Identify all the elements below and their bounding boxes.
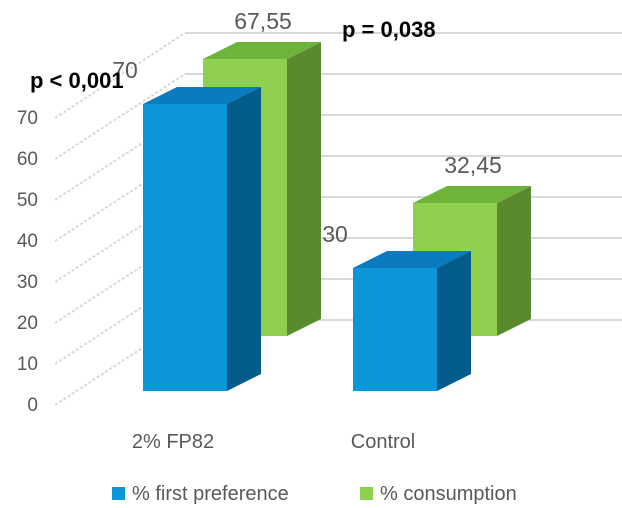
grid-diagonal	[54, 278, 186, 365]
legend-swatch	[112, 487, 125, 500]
grid-diagonal	[54, 237, 186, 324]
bar-side	[287, 42, 321, 337]
annotations: p < 0,001 p = 0,038	[30, 17, 436, 93]
bar-top	[203, 42, 321, 60]
y-axis-ticks: 0 10 20 30 40 50 60 70	[17, 108, 38, 416]
grid-diagonal	[54, 32, 186, 119]
data-label: 67,55	[234, 8, 292, 34]
data-labels: 67,55 32,45 70 30	[112, 8, 502, 247]
bar	[143, 87, 261, 391]
category-label: Control	[351, 431, 415, 453]
grid-lines	[54, 32, 622, 406]
bars	[143, 42, 531, 391]
bar-front	[143, 104, 227, 391]
y-tick-label: 70	[17, 108, 38, 129]
bar-side	[227, 87, 261, 391]
bar-side	[437, 251, 471, 391]
y-tick-label: 10	[17, 354, 38, 375]
bar-front	[353, 268, 437, 391]
y-tick-label: 20	[17, 313, 38, 334]
grid-diagonal	[54, 114, 186, 201]
legend-swatch	[360, 487, 373, 500]
p-value-annotation: p = 0,038	[342, 17, 436, 42]
bar-top	[143, 87, 261, 104]
legend-label: % consumption	[380, 483, 517, 505]
bar-side	[497, 185, 531, 336]
legend: % first preference % consumption	[112, 483, 517, 505]
bar-top	[413, 185, 531, 203]
y-tick-label: 30	[17, 272, 38, 293]
data-label: 32,45	[444, 152, 502, 178]
bar-top	[353, 251, 471, 268]
y-tick-label: 50	[17, 190, 38, 211]
category-label: 2% FP82	[132, 431, 214, 453]
y-tick-label: 60	[17, 149, 38, 170]
category-labels: 2% FP82 Control	[132, 431, 415, 453]
p-value-annotation: p < 0,001	[30, 68, 124, 93]
data-label: 30	[322, 221, 348, 247]
data-label: 70	[112, 57, 138, 83]
y-tick-label: 0	[27, 395, 38, 416]
bar	[353, 251, 471, 391]
grid-diagonal	[54, 73, 186, 160]
grid-diagonal	[54, 319, 186, 406]
grid-diagonal	[54, 196, 186, 283]
legend-label: % first preference	[132, 483, 289, 505]
y-tick-label: 40	[17, 231, 38, 252]
grid-diagonal	[54, 155, 186, 242]
